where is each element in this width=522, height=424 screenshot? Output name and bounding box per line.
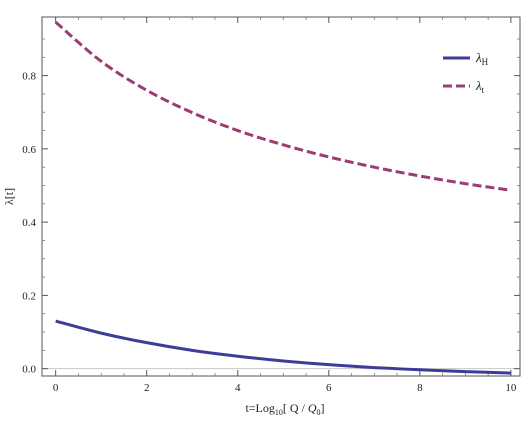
- plot-border: [41, 16, 521, 377]
- x-tick-label: 4: [235, 382, 241, 394]
- y-tick-label: 0.0: [22, 364, 36, 376]
- legend-label-lambda-h: λH: [475, 50, 489, 67]
- x-tick-label: 0: [53, 382, 59, 394]
- series-lines: [54, 20, 512, 375]
- x-tick-label: 6: [326, 382, 332, 394]
- series-line-lambda-t: [54, 20, 512, 192]
- y-tick-label: 0.4: [22, 217, 36, 229]
- legend: λH λt: [443, 50, 489, 95]
- legend-label-lambda-t: λt: [475, 78, 485, 95]
- x-axis-title: t=Log10[ Q / Q0]: [245, 401, 324, 417]
- y-tick-label: 0.8: [22, 71, 36, 83]
- x-tick-label: 2: [144, 382, 150, 394]
- plot-frame: [41, 16, 521, 377]
- y-tick-label: 0.6: [22, 144, 36, 156]
- axis-ticks: 0 2 4 6 8 10 0.0 0.2 0.4 0.6 0.8: [22, 17, 520, 394]
- y-axis-title: λ[t]: [2, 188, 16, 205]
- y-tick-label: 0.2: [22, 290, 36, 302]
- series-line-lambda-h: [55, 319, 511, 375]
- x-tick-label: 10: [505, 382, 517, 394]
- x-tick-label: 8: [417, 382, 423, 394]
